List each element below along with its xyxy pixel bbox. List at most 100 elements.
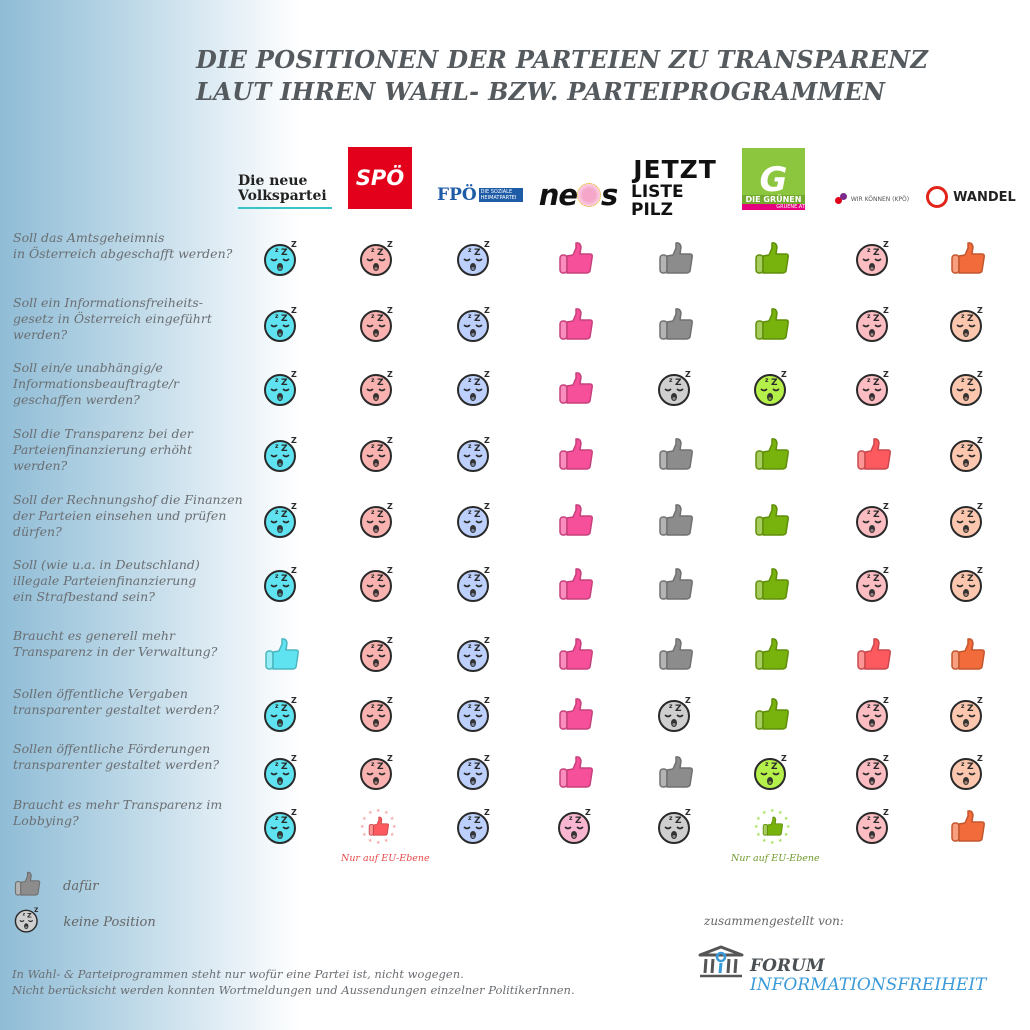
sleeping-face-icon: z Z Z (455, 634, 495, 674)
liste-pilz-name: LISTE PILZ (631, 182, 684, 220)
svg-text:z: z (468, 509, 472, 516)
svg-text:Z: Z (281, 444, 288, 454)
svg-text:z: z (468, 761, 472, 768)
svg-text:Z: Z (281, 248, 288, 258)
svg-text:Z: Z (484, 306, 490, 315)
thumbs-up-icon (556, 694, 596, 734)
logo-ovp: Die neue Volkspartei (238, 171, 332, 209)
jetzt-name: JETZT (633, 155, 717, 184)
sleeping-face-icon: z Z Z (455, 564, 495, 604)
svg-text:z: z (669, 703, 673, 710)
sleeping-face-icon: z Z Z (262, 694, 302, 734)
thumbs-up-icon (656, 752, 696, 792)
svg-text:Z: Z (967, 314, 974, 324)
sleeping-face-icon: z Z Z (455, 238, 495, 278)
svg-text:Z: Z (291, 754, 297, 763)
svg-text:Z: Z (967, 574, 974, 584)
svg-text:z: z (468, 815, 472, 822)
svg-text:Z: Z (484, 240, 490, 249)
svg-text:★: ★ (786, 824, 791, 830)
thumbs-up-icon (752, 238, 792, 278)
sleeping-face-icon: z Z Z (358, 368, 398, 408)
svg-text:Z: Z (675, 816, 682, 826)
sleeping-face-icon: z Z Z (854, 694, 894, 734)
svg-text:★: ★ (754, 824, 759, 830)
svg-text:Z: Z (291, 240, 297, 249)
neos-name-a: ne (538, 178, 578, 212)
gruene-g-icon: G (759, 160, 788, 200)
sleeping-face-icon: z Z Z (262, 564, 302, 604)
svg-text:Z: Z (377, 314, 384, 324)
title-line-1: DIE POSITIONEN DER PARTEIEN ZU TRANSPARE… (196, 45, 929, 74)
spo-name: SPÖ (355, 166, 405, 190)
party-logos: Die neue Volkspartei SPÖ FPÖ DIE SOZIALE… (0, 145, 1030, 219)
question-2: Soll ein Informationsfreiheits- gesetz i… (13, 295, 212, 342)
svg-text:z: z (961, 703, 965, 710)
question-3: Soll ein/e unabhängig/e Informationsbeau… (13, 360, 180, 407)
svg-text:z: z (867, 313, 871, 320)
forum-name-1: FORUM (750, 956, 825, 976)
page-title: DIE POSITIONEN DER PARTEIEN ZU TRANSPARE… (196, 44, 928, 108)
ovp-name-2: Volkspartei (238, 188, 327, 204)
svg-text:Z: Z (675, 704, 682, 714)
thumbs-up-icon (752, 500, 792, 540)
svg-text:Z: Z (474, 378, 481, 388)
sleeping-face-icon: z Z Z (455, 304, 495, 344)
svg-text:Z: Z (387, 502, 393, 511)
svg-text:Z: Z (967, 704, 974, 714)
sleeping-face-icon: z Z Z (854, 368, 894, 408)
svg-text:Z: Z (967, 762, 974, 772)
thumbs-up-icon (752, 694, 792, 734)
thumbs-up-icon (556, 634, 596, 674)
svg-text:z: z (275, 443, 279, 450)
thumbs-up-icon (656, 564, 696, 604)
svg-text:Z: Z (484, 636, 490, 645)
thumbs-up-icon (556, 500, 596, 540)
svg-text:z: z (867, 377, 871, 384)
legend: dafür z Z Z keine Position (14, 868, 156, 940)
svg-text:Z: Z (387, 754, 393, 763)
svg-text:★: ★ (384, 810, 389, 816)
svg-text:Z: Z (967, 510, 974, 520)
svg-text:★: ★ (762, 810, 767, 816)
sleeping-face-icon: z Z Z (262, 304, 302, 344)
svg-text:Z: Z (685, 808, 691, 817)
sleeping-face-icon: z Z Z (262, 752, 302, 792)
spo-eu-note-text: Nur auf EU-Ebene (341, 853, 430, 864)
svg-text:Z: Z (387, 636, 393, 645)
svg-text:★: ★ (376, 808, 381, 814)
svg-text:z: z (275, 509, 279, 516)
sleeping-face-icon: z Z Z (455, 694, 495, 734)
credit-label: zusammengestellt von: (704, 914, 844, 928)
svg-text:Z: Z (377, 704, 384, 714)
sleeping-face-icon: z Z Z (262, 806, 302, 846)
sleeping-face-icon: z Z Z (656, 694, 696, 734)
svg-text:z: z (468, 377, 472, 384)
svg-text:Z: Z (977, 754, 983, 763)
svg-text:★: ★ (784, 816, 789, 822)
svg-text:Z: Z (291, 436, 297, 445)
svg-text:Z: Z (484, 754, 490, 763)
thumbs-up-icon (656, 500, 696, 540)
svg-text:Z: Z (474, 816, 481, 826)
sleeping-face-icon: z Z Z (358, 434, 398, 474)
svg-text:z: z (275, 761, 279, 768)
svg-text:Z: Z (883, 370, 889, 379)
svg-text:★: ★ (390, 832, 395, 838)
svg-text:z: z (867, 573, 871, 580)
svg-text:Z: Z (484, 808, 490, 817)
svg-text:Z: Z (291, 566, 297, 575)
svg-text:★: ★ (770, 808, 775, 814)
thumbs-up-icon (656, 304, 696, 344)
svg-text:Z: Z (291, 370, 297, 379)
logo-gruene: G DIE GRÜNEN GRUENE.AT (742, 148, 805, 210)
svg-text:Z: Z (377, 444, 384, 454)
svg-text:Z: Z (387, 696, 393, 705)
svg-text:Z: Z (281, 816, 288, 826)
svg-text:Z: Z (873, 378, 880, 388)
sleeping-face-icon: z Z Z (854, 806, 894, 846)
svg-text:Z: Z (771, 762, 778, 772)
thumbs-up-icon (14, 871, 41, 901)
svg-text:Z: Z (484, 370, 490, 379)
svg-text:Z: Z (873, 314, 880, 324)
